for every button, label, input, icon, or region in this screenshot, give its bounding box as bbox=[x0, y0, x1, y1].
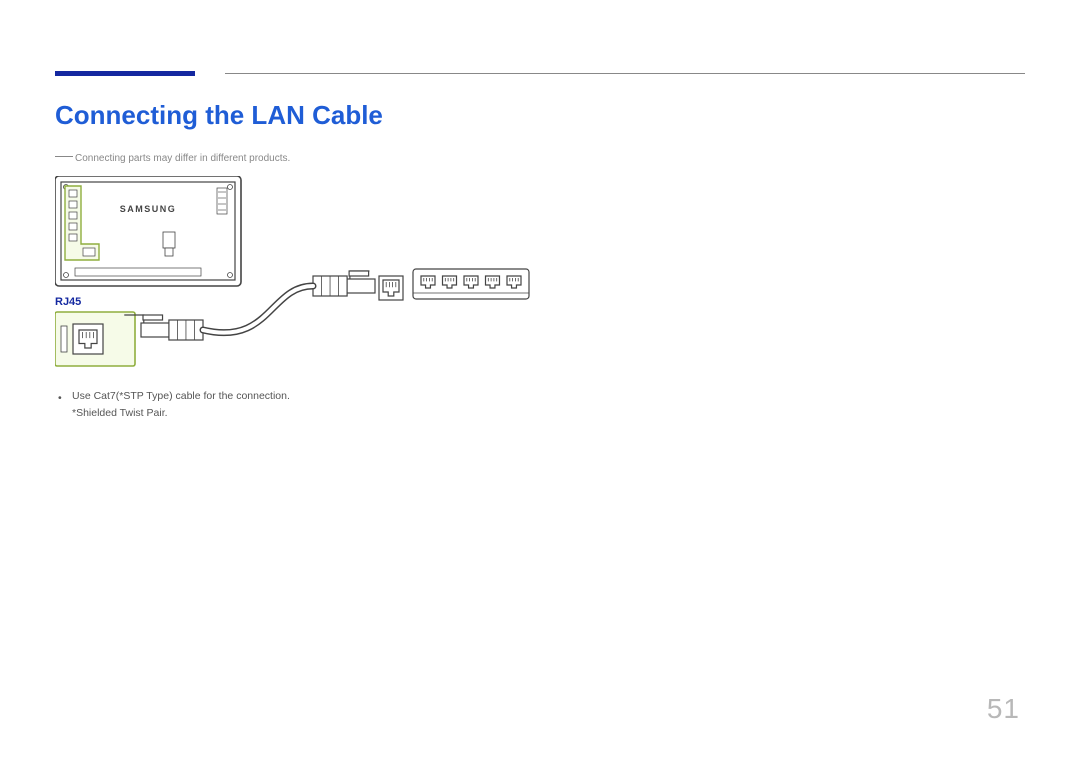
header-accent bbox=[55, 71, 195, 76]
port-label: RJ45 bbox=[55, 296, 81, 308]
bullet-line2: *Shielded Twist Pair. bbox=[72, 407, 168, 419]
connection-diagram: SAMSUNG bbox=[55, 176, 575, 376]
page-title: Connecting the LAN Cable bbox=[55, 100, 383, 131]
bullet-item: • Use Cat7(*STP Type) cable for the conn… bbox=[72, 388, 290, 422]
note-line: Connecting parts may differ in different… bbox=[55, 153, 290, 164]
note-dash-icon bbox=[55, 156, 73, 157]
bullet-line1: Use Cat7(*STP Type) cable for the connec… bbox=[72, 390, 290, 402]
header-bar bbox=[55, 62, 1025, 76]
svg-text:SAMSUNG: SAMSUNG bbox=[120, 204, 177, 214]
page-number: 51 bbox=[987, 693, 1020, 725]
bullet-dot-icon: • bbox=[58, 390, 62, 407]
header-rule bbox=[225, 73, 1025, 74]
note-text: Connecting parts may differ in different… bbox=[75, 153, 290, 164]
